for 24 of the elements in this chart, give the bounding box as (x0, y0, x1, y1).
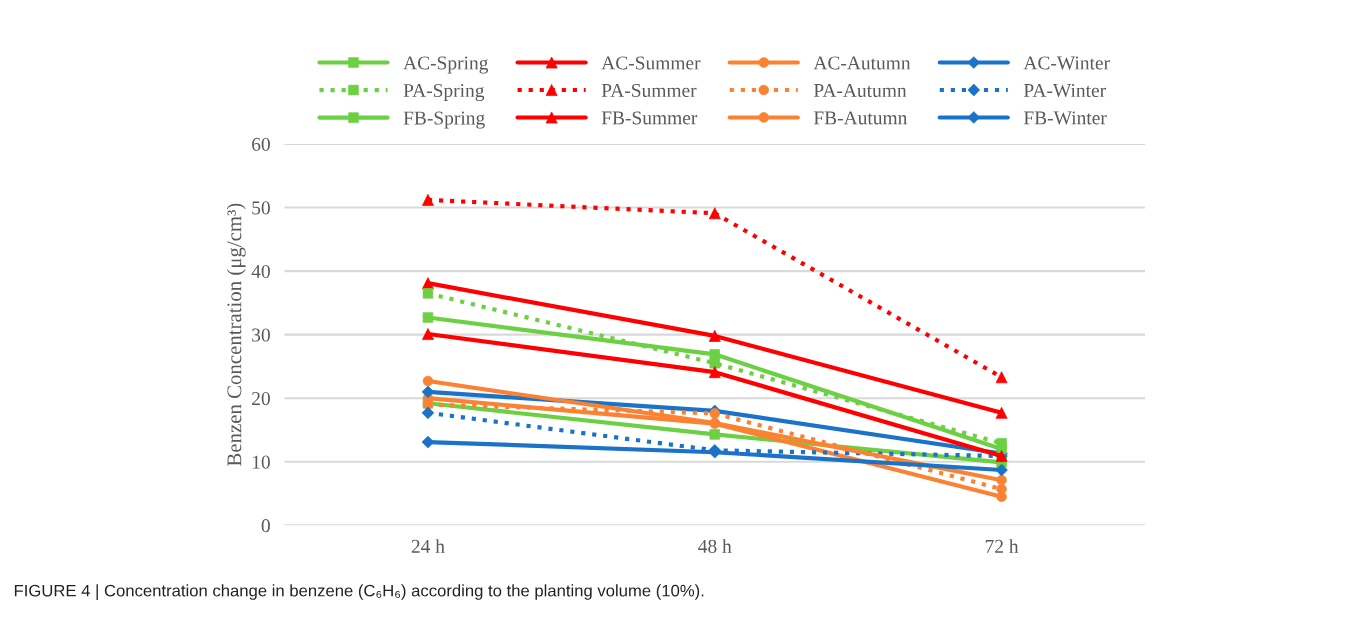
y-tick-label: 10 (252, 455, 270, 469)
caption: FIGURE 4 | Concentration change in benzene (C₆H₆) according to the planting volume (10%). (14, 584, 704, 600)
x-tick-label: 72 h (985, 539, 1019, 553)
legend-label: FB-Summer (601, 111, 698, 125)
legend-label: AC-Spring (403, 56, 489, 74)
legend-label: PA-Winter (1023, 83, 1106, 98)
legend-label: PA-Spring (403, 83, 485, 102)
y-axis-title: Benzen Concentration (μg/cm³) (226, 203, 246, 466)
y-tick-label: 40 (251, 264, 270, 279)
legend-label: PA-Autumn (813, 83, 907, 97)
y-tick-label: 60 (252, 137, 270, 151)
y-tick-label: 20 (252, 392, 270, 406)
x-tick-label: 48 h (698, 539, 732, 553)
legend-label: FB-Spring (403, 111, 485, 129)
y-tick-label: 50 (252, 201, 270, 215)
legend-label: FB-Autumn (813, 111, 908, 125)
y-tick-label: 30 (252, 328, 270, 342)
legend-label: AC-Winter (1023, 56, 1110, 70)
x-tick-label: 24 h (411, 539, 445, 553)
y-tick-label: 0 (261, 519, 270, 533)
legend-label: FB-Winter (1023, 111, 1107, 125)
legend-label: AC-Autumn (813, 56, 911, 70)
legend-label: AC-Summer (601, 56, 701, 70)
legend-label: PA-Summer (601, 83, 697, 97)
